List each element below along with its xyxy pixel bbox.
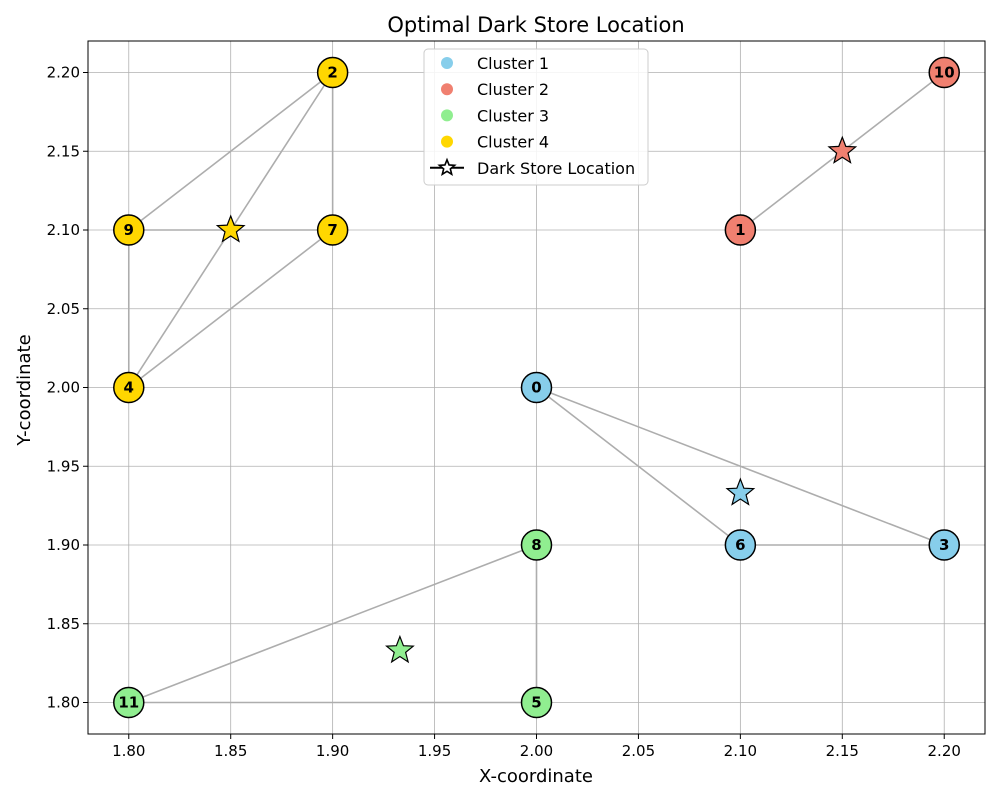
y-tick-label: 2.05	[47, 300, 80, 318]
x-tick-label: 2.10	[724, 742, 757, 760]
location-id-label: 3	[939, 536, 949, 554]
dark-store-star	[725, 477, 756, 506]
cluster-edge	[128, 71, 334, 231]
location-point	[113, 214, 145, 246]
legend-marker	[441, 83, 453, 96]
location-id-label: 0	[531, 379, 541, 397]
x-tick-label: 2.00	[520, 742, 553, 760]
x-tick-label: 2.05	[622, 742, 655, 760]
y-axis-ticks: 1.80 1.85 1.90 1.95 2.00 2.05 2.10 2.15 2.20	[47, 64, 88, 712]
y-tick-label: 1.80	[47, 694, 80, 712]
x-tick-label: 1.80	[112, 742, 145, 760]
location-point	[724, 529, 757, 561]
dark-store-star	[827, 135, 858, 164]
location-point	[928, 56, 960, 89]
legend-star-marker	[437, 157, 457, 177]
x-tick-label: 1.95	[418, 742, 451, 760]
x-tick-label: 2.15	[826, 742, 859, 760]
cluster-edge	[536, 386, 741, 546]
chart-title: Optimal Dark Store Location	[387, 13, 684, 37]
location-id-label: 11	[118, 694, 139, 712]
y-tick-label: 1.95	[47, 457, 80, 475]
legend-label: Dark Store Location	[477, 159, 635, 178]
location-id-label: 2	[327, 64, 337, 82]
location-point	[520, 371, 553, 404]
y-axis-label: Y-coordinate	[14, 334, 35, 446]
x-axis-label: X-coordinate	[479, 766, 593, 787]
legend-marker	[441, 135, 453, 148]
location-point	[316, 56, 349, 89]
y-tick-label: 2.10	[47, 221, 80, 239]
location-nodes: 0 3 6 1 10 5 8 11 2 4 7 9	[113, 56, 960, 719]
location-id-label: 7	[327, 221, 337, 239]
dark-store-star	[215, 214, 246, 243]
legend-label: Cluster 2	[477, 80, 549, 99]
location-id-label: 10	[934, 64, 955, 82]
legend: Cluster 1 Cluster 2 Cluster 3 Cluster 4 Dark…	[423, 48, 649, 186]
location-point	[113, 686, 145, 719]
location-id-label: 6	[735, 536, 745, 554]
location-point	[520, 529, 553, 561]
legend-label: Cluster 1	[477, 54, 549, 73]
y-tick-label: 2.00	[47, 379, 80, 397]
y-tick-label: 2.15	[47, 142, 80, 160]
y-tick-label: 1.85	[47, 615, 80, 633]
dark-store-markers	[215, 135, 858, 664]
cluster-edge	[128, 544, 537, 704]
location-point	[928, 529, 960, 561]
location-point	[113, 371, 145, 404]
legend-box	[423, 48, 649, 186]
legend-label: Cluster 4	[477, 133, 549, 152]
x-tick-label: 1.90	[316, 742, 349, 760]
location-id-label: 5	[531, 694, 541, 712]
cluster-edge	[536, 386, 945, 546]
legend-marker	[441, 109, 453, 122]
legend-marker	[441, 57, 453, 69]
x-axis-ticks: 1.80 1.85 1.90 1.95 2.00 2.05 2.10 2.15 2.20	[112, 734, 961, 760]
location-id-label: 4	[124, 379, 134, 397]
location-id-label: 9	[124, 221, 134, 239]
location-point	[316, 214, 349, 246]
x-tick-label: 2.20	[928, 742, 961, 760]
x-tick-label: 1.85	[214, 742, 247, 760]
y-tick-label: 2.20	[47, 64, 80, 82]
dark-store-star	[385, 634, 415, 664]
location-id-label: 8	[531, 536, 541, 554]
cluster-edge	[128, 229, 334, 389]
location-id-label: 1	[735, 221, 745, 239]
location-point	[724, 214, 757, 246]
y-tick-label: 1.90	[47, 536, 80, 554]
legend-label: Cluster 3	[477, 106, 549, 125]
location-point	[520, 686, 553, 719]
